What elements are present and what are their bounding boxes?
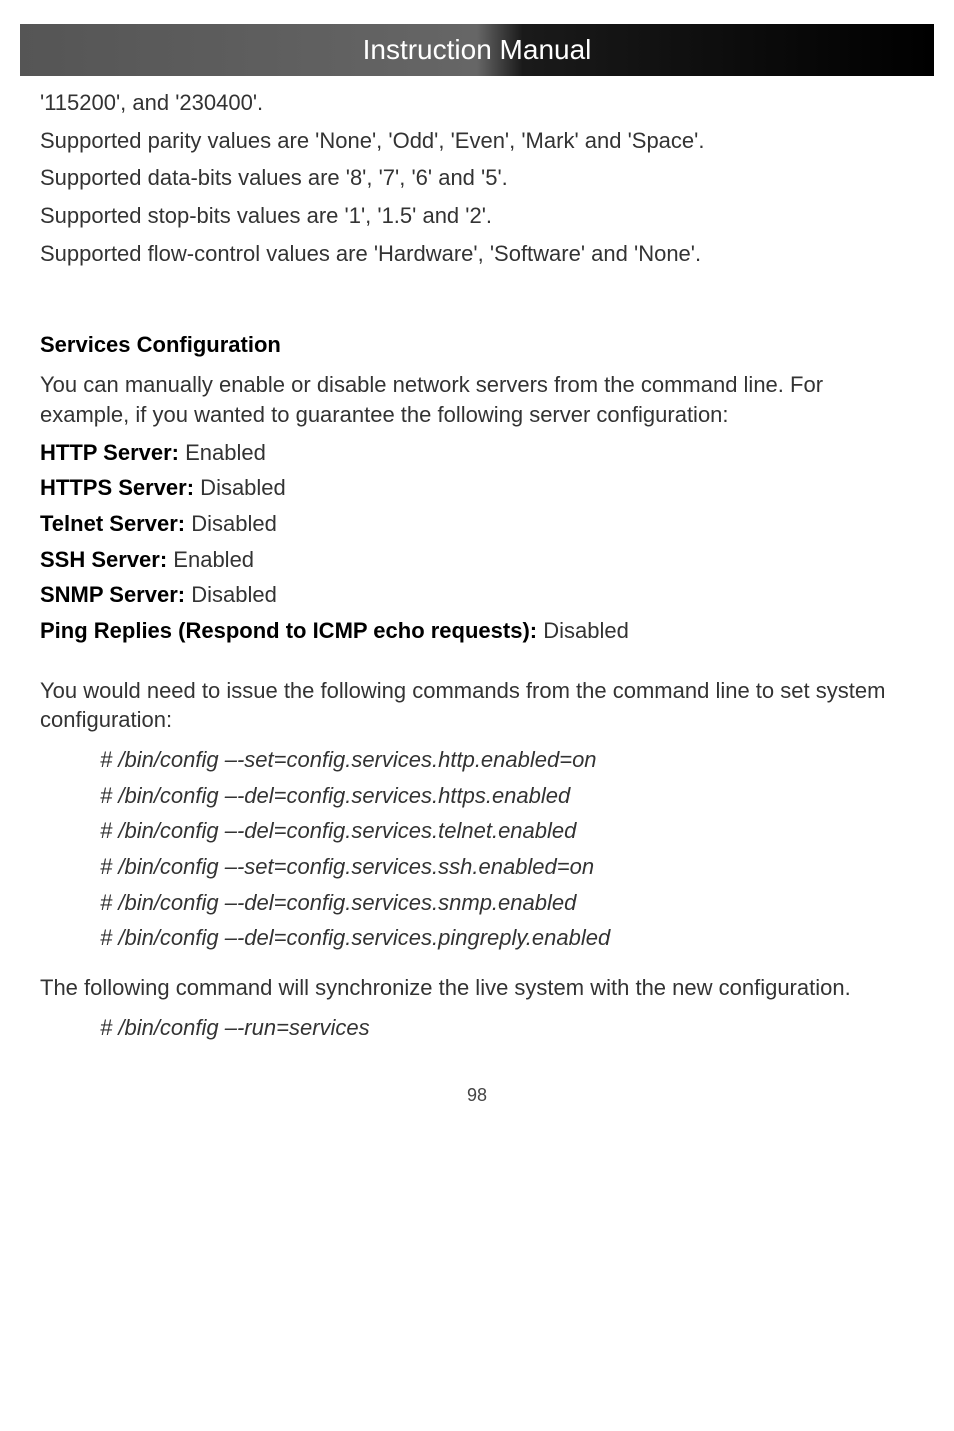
service-item: Telnet Server: Disabled [40,509,914,539]
header-title: Instruction Manual [363,34,592,65]
service-value: Enabled [179,440,266,465]
command-line: # /bin/config –-set=config.services.ssh.… [100,852,914,882]
service-key: HTTPS Server: [40,475,194,500]
service-item: Ping Replies (Respond to ICMP echo reque… [40,616,914,646]
service-item: HTTP Server: Enabled [40,438,914,468]
intro-line: Supported data-bits values are '8', '7',… [40,163,914,193]
service-key: HTTP Server: [40,440,179,465]
service-key: SNMP Server: [40,582,185,607]
sync-command-block: # /bin/config –-run=services [100,1013,914,1043]
service-key: Telnet Server: [40,511,185,536]
service-value: Disabled [185,511,277,536]
service-value: Enabled [167,547,254,572]
commands-intro: You would need to issue the following co… [40,676,914,735]
service-item: SNMP Server: Disabled [40,580,914,610]
service-value: Disabled [185,582,277,607]
service-value: Disabled [537,618,629,643]
command-line: # /bin/config –-set=config.services.http… [100,745,914,775]
page-content: '115200', and '230400'. Supported parity… [0,76,954,1137]
service-item: SSH Server: Enabled [40,545,914,575]
services-description: You can manually enable or disable netwo… [40,370,914,429]
intro-line: '115200', and '230400'. [40,88,914,118]
page-header: Instruction Manual [20,24,934,76]
services-heading: Services Configuration [40,330,914,360]
page-number: 98 [40,1083,914,1107]
intro-line: Supported flow-control values are 'Hardw… [40,239,914,269]
command-block: # /bin/config –-set=config.services.http… [100,745,914,953]
command-line: # /bin/config –-del=config.services.ping… [100,923,914,953]
sync-text: The following command will synchronize t… [40,973,914,1003]
intro-line: Supported stop-bits values are '1', '1.5… [40,201,914,231]
service-value: Disabled [194,475,286,500]
service-item: HTTPS Server: Disabled [40,473,914,503]
intro-line: Supported parity values are 'None', 'Odd… [40,126,914,156]
command-line: # /bin/config –-del=config.services.snmp… [100,888,914,918]
service-key: SSH Server: [40,547,167,572]
command-line: # /bin/config –-del=config.services.http… [100,781,914,811]
sync-command-line: # /bin/config –-run=services [100,1013,914,1043]
command-line: # /bin/config –-del=config.services.teln… [100,816,914,846]
service-key: Ping Replies (Respond to ICMP echo reque… [40,618,537,643]
